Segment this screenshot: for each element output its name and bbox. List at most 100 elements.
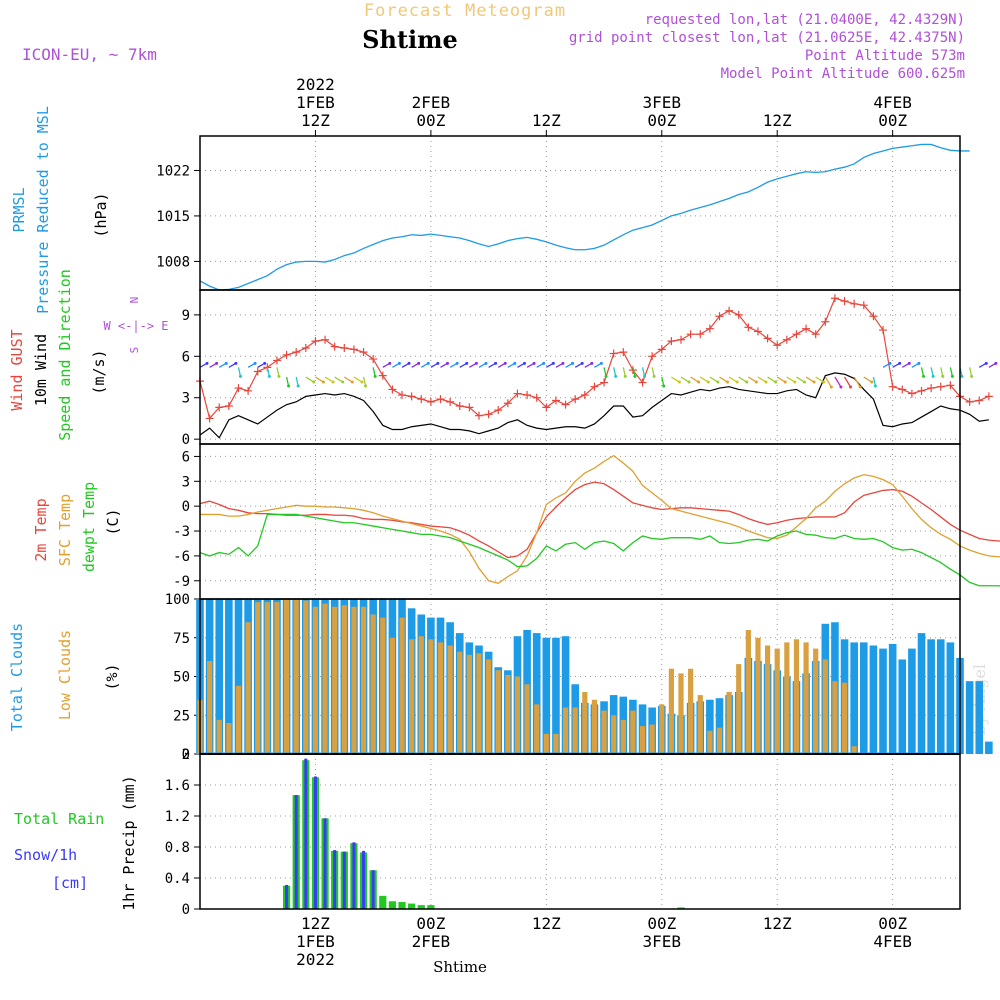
wind-arrow-head: [494, 361, 498, 365]
wind-arrow: [805, 376, 815, 383]
gust-marker: [349, 345, 358, 354]
pressure-unit: (hPa): [92, 192, 110, 237]
total-cloud-bar: [869, 645, 878, 754]
gust-marker: [272, 356, 281, 365]
low-cloud-bar: [389, 637, 396, 754]
low-cloud-bar: [370, 614, 376, 754]
low-cloud-bar: [207, 661, 213, 754]
wind-label-10m: 10m Wind: [32, 334, 50, 406]
temp-panel-labels: 2m Temp SFC Temp dewpt Temp (C): [32, 482, 122, 572]
wind-arrow-head: [350, 380, 354, 384]
wind-arrow-head: [870, 380, 874, 384]
gust-marker: [648, 352, 657, 361]
temp-unit: (C): [104, 508, 122, 535]
wind-arrow-head: [474, 361, 478, 365]
y-tick-label: 1008: [156, 254, 190, 270]
low-cloud-bar: [274, 602, 280, 754]
gust-marker: [840, 297, 849, 306]
time-label-bottom: 00Z: [878, 914, 907, 933]
low-cloud-bar: [793, 639, 800, 754]
wind-arrow-head: [774, 380, 778, 384]
wind-arrow: [815, 376, 825, 383]
total-cloud-bar: [917, 633, 926, 754]
total-cloud-bar: [234, 599, 243, 754]
wind-arrow: [680, 376, 690, 383]
rain-bar: [398, 902, 406, 909]
forecast-title: Forecast Meteogram: [364, 1, 566, 21]
wind-arrow-head: [858, 385, 862, 389]
gust-marker: [975, 396, 984, 405]
wind-arrow-head: [960, 374, 964, 378]
pressure-line: [199, 143, 970, 291]
gust-marker: [600, 378, 609, 387]
total-cloud-bar: [532, 633, 541, 754]
gust-marker: [715, 312, 724, 321]
low-cloud-bar: [611, 715, 617, 754]
wind-arrow: [315, 376, 324, 383]
wind-arrow-head: [331, 380, 335, 384]
time-label-top: 00Z: [647, 111, 676, 130]
wind-arrow-head: [735, 380, 739, 384]
wind-arrow: [834, 376, 842, 388]
gust-marker: [321, 335, 330, 344]
y-tick-label: -9: [173, 574, 190, 590]
total-cloud-bar: [927, 639, 935, 754]
wind-arrow: [968, 367, 973, 377]
gust-marker: [638, 378, 647, 387]
gust-marker: [542, 403, 551, 412]
wind-arrow-head: [542, 361, 546, 365]
low-cloud-bar: [649, 724, 655, 754]
precip-label-cm: [cm]: [52, 874, 88, 892]
low-cloud-bar: [447, 645, 453, 754]
wind-arrow-head: [238, 374, 242, 378]
gust-marker: [378, 371, 387, 380]
wind-arrow-head: [984, 361, 988, 365]
wind-arrow-head: [623, 374, 627, 378]
wind-arrow-head: [604, 374, 608, 378]
gust-marker: [494, 406, 503, 415]
low-cloud-bar: [409, 639, 415, 754]
low-cloud-bar: [841, 682, 848, 754]
wind-arrow-head: [793, 380, 797, 384]
y-tick-label: 0: [182, 432, 190, 448]
snow-bar: [313, 776, 317, 909]
low-cloud-bar: [639, 726, 646, 754]
low-cloud-bar: [716, 727, 723, 754]
gust-marker: [330, 342, 339, 351]
time-label-bottom: 2022: [296, 950, 335, 969]
wind-arrow: [843, 376, 852, 388]
wind-arrow: [776, 376, 786, 383]
wind-arrow: [920, 367, 925, 377]
wind-arrow-head: [426, 361, 430, 365]
gust-marker: [244, 386, 253, 395]
gust-marker: [580, 390, 589, 399]
time-label-top: 00Z: [878, 111, 907, 130]
wind-arrow-head: [898, 361, 902, 365]
y-tick-label: 0: [182, 902, 190, 918]
time-label-top: 4FEB: [873, 93, 912, 112]
low-cloud-bar: [264, 602, 270, 754]
wind-arrow-head: [716, 380, 720, 384]
wind-label-dir: Speed and Direction: [56, 269, 74, 441]
snow-bar: [323, 818, 327, 909]
wind-arrow-head: [970, 374, 974, 378]
low-cloud-bar: [803, 642, 809, 754]
rain-bar: [388, 901, 397, 909]
low-cloud-bar: [543, 733, 549, 754]
low-cloud-bar: [736, 664, 742, 754]
gust-marker: [523, 390, 532, 399]
snow-bar: [342, 851, 346, 909]
wind-arrow-head: [812, 380, 816, 384]
total-cloud-bar: [542, 637, 551, 754]
wind-arrow-head: [829, 385, 833, 389]
wind-arrow-head: [888, 361, 892, 365]
gust-marker: [369, 355, 378, 364]
y-tick-label: 25: [173, 708, 190, 724]
wind-arrow-head: [417, 361, 421, 365]
gust-marker: [436, 395, 445, 404]
footer-location: Shtime: [433, 958, 487, 976]
wind-arrow-head: [931, 374, 935, 378]
gust-marker: [677, 335, 686, 344]
wind-arrow: [796, 376, 805, 383]
gust-marker: [850, 299, 859, 308]
